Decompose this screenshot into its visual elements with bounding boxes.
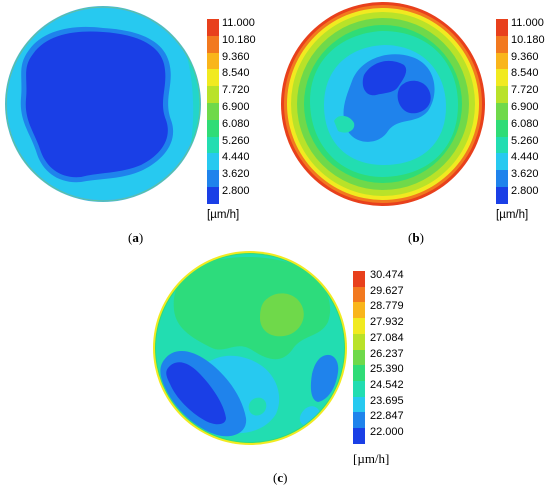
legend-swatch bbox=[353, 349, 365, 366]
legend-swatch bbox=[207, 86, 219, 104]
legend-tick-label: 22.000 bbox=[370, 426, 404, 438]
legend-tick-label: 3.620 bbox=[511, 168, 539, 181]
legend-tick-label: 5.260 bbox=[222, 134, 250, 147]
legend-tick-label: 9.360 bbox=[511, 50, 539, 63]
contour-disc-b bbox=[281, 2, 485, 206]
legend-swatch bbox=[207, 35, 219, 54]
contour-disc-c bbox=[153, 251, 347, 445]
legend-tick-label: 25.390 bbox=[370, 363, 404, 376]
color-legend-a: 11.000 10.180 9.360 8.540 7.720 6.900 6.080 5.2… bbox=[207, 17, 272, 221]
legend-tick-label: 6.080 bbox=[511, 117, 539, 130]
legend-swatch bbox=[353, 271, 365, 288]
legend-swatch bbox=[353, 428, 365, 445]
legend-swatch bbox=[353, 396, 365, 413]
legend-swatch bbox=[496, 69, 508, 87]
legend-swatch bbox=[496, 86, 508, 104]
legend-tick-label: 26.237 bbox=[370, 347, 404, 360]
legend-tick-label: 2.800 bbox=[222, 185, 250, 197]
legend-tick-label: 4.440 bbox=[511, 151, 539, 164]
legend-swatch bbox=[496, 136, 508, 154]
legend-unit-a: [µm/h] bbox=[207, 209, 240, 221]
legend-swatch bbox=[496, 187, 508, 205]
legend-tick-label: 27.932 bbox=[370, 316, 404, 329]
legend-tick-label: 7.720 bbox=[222, 84, 250, 97]
legend-swatch bbox=[207, 187, 219, 205]
contour-disc-a bbox=[5, 6, 201, 202]
legend-swatch bbox=[353, 333, 365, 350]
legend-tick-label: 11.000 bbox=[222, 17, 255, 29]
legend-tick-label: 30.474 bbox=[370, 269, 404, 281]
legend-swatch bbox=[353, 302, 365, 319]
legend-tick-label: 8.540 bbox=[222, 67, 250, 80]
legend-swatch bbox=[353, 412, 365, 429]
legend-swatch bbox=[207, 69, 219, 87]
legend-tick-label: 4.440 bbox=[222, 151, 250, 164]
legend-tick-label: 6.900 bbox=[222, 101, 250, 113]
legend-tick-label: 24.542 bbox=[370, 378, 404, 391]
legend-tick-label: 2.800 bbox=[511, 185, 539, 197]
legend-swatch bbox=[496, 170, 508, 188]
legend-swatch bbox=[207, 119, 219, 138]
legend-tick-label: 27.084 bbox=[370, 331, 404, 344]
legend-swatch bbox=[207, 153, 219, 171]
legend-swatch bbox=[496, 153, 508, 171]
legend-tick-label: 22.847 bbox=[370, 410, 404, 423]
panel-a: 11.000 10.180 9.360 8.540 7.720 6.900 6.080 5.2… bbox=[0, 0, 275, 250]
caption-c: (c) bbox=[273, 470, 288, 485]
legend-tick-label: 7.720 bbox=[511, 84, 539, 97]
legend-tick-label: 23.695 bbox=[370, 394, 404, 407]
legend-tick-label: 3.620 bbox=[222, 168, 250, 181]
legend-swatch bbox=[353, 286, 365, 303]
legend-swatch bbox=[496, 35, 508, 54]
legend-swatch bbox=[207, 170, 219, 188]
legend-swatch bbox=[207, 136, 219, 154]
legend-swatch bbox=[207, 52, 219, 70]
legend-tick-label: 29.627 bbox=[370, 284, 404, 297]
legend-swatch bbox=[353, 318, 365, 335]
legend-unit-b: [µm/h] bbox=[496, 209, 529, 221]
legend-tick-label: 10.180 bbox=[511, 33, 545, 46]
legend-tick-label: 11.000 bbox=[511, 17, 544, 29]
panel-b: 11.000 10.180 9.360 8.540 7.720 6.900 6.080 5.2… bbox=[280, 0, 550, 250]
legend-swatch bbox=[496, 103, 508, 121]
legend-tick-label: 6.080 bbox=[222, 117, 250, 130]
legend-tick-label: 28.779 bbox=[370, 300, 404, 313]
legend-tick-label: 9.360 bbox=[222, 50, 250, 63]
legend-swatch bbox=[496, 119, 508, 138]
legend-swatch bbox=[207, 19, 219, 37]
caption-b: (b) bbox=[408, 230, 424, 245]
legend-swatch bbox=[496, 52, 508, 70]
caption-a: (a) bbox=[128, 230, 144, 245]
legend-tick-label: 5.260 bbox=[511, 134, 539, 147]
legend-tick-label: 6.900 bbox=[511, 101, 539, 113]
color-legend-c: 30.474 29.627 28.779 27.932 27.084 26.237 25.3… bbox=[353, 269, 413, 471]
legend-unit-c: [µm/h] bbox=[353, 451, 390, 466]
legend-tick-label: 10.180 bbox=[222, 33, 256, 46]
legend-swatch bbox=[496, 19, 508, 37]
color-legend-b: 11.000 10.180 9.360 8.540 7.720 6.900 6.080 5.2… bbox=[496, 17, 550, 221]
legend-swatch bbox=[353, 365, 365, 382]
panel-c: 30.474 29.627 28.779 27.932 27.084 26.237 25.3… bbox=[150, 250, 410, 491]
legend-tick-label: 8.540 bbox=[511, 67, 539, 80]
legend-swatch bbox=[353, 380, 365, 398]
legend-swatch bbox=[207, 103, 219, 121]
